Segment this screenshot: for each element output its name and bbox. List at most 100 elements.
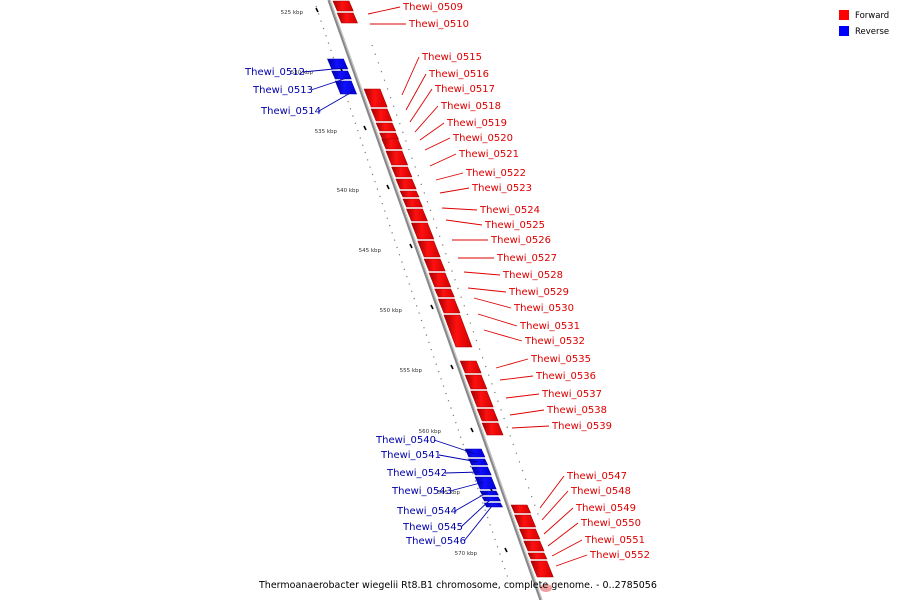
gene-feature-thewi-0536[interactable]	[464, 374, 488, 390]
gene-feature-thewi-0516[interactable]	[370, 108, 393, 122]
gene-label-thewi-0526[interactable]: Thewi_0526	[490, 235, 551, 246]
gene-label-thewi-0536[interactable]: Thewi_0536	[535, 371, 596, 382]
gene-feature-thewi-0538[interactable]	[476, 408, 499, 422]
gene-feature-thewi-0527[interactable]	[417, 240, 441, 258]
chromosome-backbone	[327, 0, 543, 600]
gene-feature-thewi-0552[interactable]	[530, 560, 554, 578]
gene-label-thewi-0548[interactable]: Thewi_0548	[570, 486, 631, 497]
gene-label-thewi-0547[interactable]: Thewi_0547	[566, 471, 627, 482]
gene-leader-line	[318, 91, 353, 112]
gene-feature-thewi-0541[interactable]	[468, 458, 489, 466]
gene-feature-thewi-0521[interactable]	[391, 166, 413, 178]
gene-feature-thewi-0546[interactable]	[483, 502, 503, 508]
gene-feature-thewi-0539[interactable]	[481, 422, 504, 436]
gene-label-thewi-0529[interactable]: Thewi_0529	[508, 287, 569, 298]
gene-leader-line	[477, 313, 518, 327]
gene-feature-thewi-0540[interactable]	[464, 448, 486, 458]
gene-label-thewi-0512[interactable]: Thewi_0512	[244, 67, 305, 78]
gene-feature-thewi-0529[interactable]	[428, 272, 452, 288]
gene-leader-line	[483, 329, 523, 342]
gene-feature-thewi-0530[interactable]	[434, 288, 455, 298]
gene-leader-line	[439, 187, 470, 194]
gene-label-thewi-0544[interactable]: Thewi_0544	[396, 506, 457, 517]
gene-label-thewi-0510[interactable]: Thewi_0510	[408, 19, 469, 30]
gene-label-thewi-0527[interactable]: Thewi_0527	[496, 253, 557, 264]
gene-feature-thewi-0528[interactable]	[423, 258, 446, 272]
gene-label-thewi-0509[interactable]: Thewi_0509	[402, 2, 463, 13]
gene-label-thewi-0543[interactable]: Thewi_0543	[391, 486, 452, 497]
gene-feature-thewi-0524[interactable]	[402, 198, 423, 208]
gene-label-thewi-0521[interactable]: Thewi_0521	[458, 149, 519, 160]
gene-label-thewi-0546[interactable]: Thewi_0546	[405, 536, 466, 547]
gene-feature-thewi-0510[interactable]	[336, 12, 358, 24]
gene-feature-thewi-0543[interactable]	[474, 476, 497, 490]
gene-label-thewi-0522[interactable]: Thewi_0522	[465, 168, 526, 179]
gene-feature-thewi-0548[interactable]	[514, 514, 537, 528]
gene-leader-line	[555, 554, 588, 567]
gene-feature-thewi-0519[interactable]	[381, 138, 403, 150]
gene-leader-line	[511, 425, 550, 429]
gene-feature-thewi-0535[interactable]	[459, 360, 482, 374]
gene-feature-thewi-0513[interactable]	[331, 70, 352, 80]
gene-leader-line	[302, 67, 345, 73]
gene-feature-thewi-0545[interactable]	[481, 496, 501, 502]
gene-label-thewi-0552[interactable]: Thewi_0552	[589, 550, 650, 561]
gene-label-thewi-0539[interactable]: Thewi_0539	[551, 421, 612, 432]
gene-feature-thewi-0514[interactable]	[334, 80, 358, 95]
gene-feature-thewi-0512[interactable]	[327, 58, 349, 70]
gene-label-thewi-0542[interactable]: Thewi_0542	[386, 468, 447, 479]
gene-label-thewi-0523[interactable]: Thewi_0523	[471, 183, 532, 194]
gene-feature-thewi-0551[interactable]	[527, 552, 548, 560]
scale-tick-mark	[450, 364, 454, 370]
gene-feature-thewi-0531[interactable]	[437, 298, 461, 314]
scale-tick-label: 530 kbp	[291, 70, 314, 76]
gene-feature-thewi-0515[interactable]	[363, 88, 388, 108]
gene-label-thewi-0532[interactable]: Thewi_0532	[524, 336, 585, 347]
gene-feature-thewi-0509[interactable]	[332, 0, 354, 12]
gene-feature-thewi-0526[interactable]	[410, 222, 435, 240]
gene-label-thewi-0524[interactable]: Thewi_0524	[479, 205, 540, 216]
gene-label-thewi-0549[interactable]: Thewi_0549	[575, 503, 636, 514]
gene-feature-thewi-0547[interactable]	[510, 504, 532, 514]
gene-feature-thewi-0523[interactable]	[399, 190, 420, 198]
gene-feature-thewi-0522[interactable]	[395, 178, 417, 190]
gene-label-thewi-0541[interactable]: Thewi_0541	[380, 450, 441, 461]
gene-feature-thewi-0520[interactable]	[385, 150, 409, 166]
gene-label-thewi-0513[interactable]: Thewi_0513	[252, 85, 313, 96]
gene-label-thewi-0519[interactable]: Thewi_0519	[446, 118, 507, 129]
gene-feature-thewi-0517[interactable]	[375, 122, 397, 132]
gene-label-thewi-0525[interactable]: Thewi_0525	[484, 220, 545, 231]
gene-feature-thewi-0532[interactable]	[443, 314, 473, 348]
gene-label-thewi-0535[interactable]: Thewi_0535	[530, 354, 591, 365]
gene-feature-thewi-0525[interactable]	[406, 208, 428, 222]
gene-label-thewi-0514[interactable]: Thewi_0514	[260, 106, 321, 117]
gene-label-thewi-0537[interactable]: Thewi_0537	[541, 389, 602, 400]
gene-feature-thewi-0537[interactable]	[470, 390, 494, 408]
gene-leader-line	[539, 475, 565, 509]
gene-feature-thewi-0544[interactable]	[479, 490, 499, 496]
gene-label-thewi-0518[interactable]: Thewi_0518	[440, 101, 501, 112]
gene-label-thewi-0531[interactable]: Thewi_0531	[519, 321, 580, 332]
gene-leader-line	[541, 490, 569, 521]
gene-label-thewi-0530[interactable]: Thewi_0530	[513, 303, 574, 314]
gene-label-thewi-0528[interactable]: Thewi_0528	[502, 270, 563, 281]
gene-label-thewi-0515[interactable]: Thewi_0515	[421, 52, 482, 63]
gene-label-thewi-0545[interactable]: Thewi_0545	[402, 522, 463, 533]
gene-label-thewi-0516[interactable]: Thewi_0516	[428, 69, 489, 80]
gene-leader-line	[551, 539, 583, 557]
gene-label-thewi-0551[interactable]: Thewi_0551	[584, 535, 645, 546]
label-layer: Thewi_0509 Thewi_0510 Thewi_0512 Thewi_0513…	[244, 2, 650, 567]
gene-feature-thewi-0549[interactable]	[519, 528, 541, 540]
gene-leader-line	[467, 287, 507, 293]
gene-label-thewi-0517[interactable]: Thewi_0517	[434, 84, 495, 95]
gene-feature-thewi-0518[interactable]	[379, 132, 399, 140]
gene-label-thewi-0538[interactable]: Thewi_0538	[546, 405, 607, 416]
gene-feature-thewi-0550[interactable]	[523, 540, 545, 552]
gene-feature-thewi-0542[interactable]	[471, 466, 492, 476]
gene-label-thewi-0520[interactable]: Thewi_0520	[452, 133, 513, 144]
gene-leader-line	[367, 6, 401, 15]
gene-label-thewi-0550[interactable]: Thewi_0550	[580, 518, 641, 529]
gene-label-thewi-0540[interactable]: Thewi_0540	[375, 435, 436, 446]
scale-tick-label: 535 kbp	[315, 129, 338, 135]
